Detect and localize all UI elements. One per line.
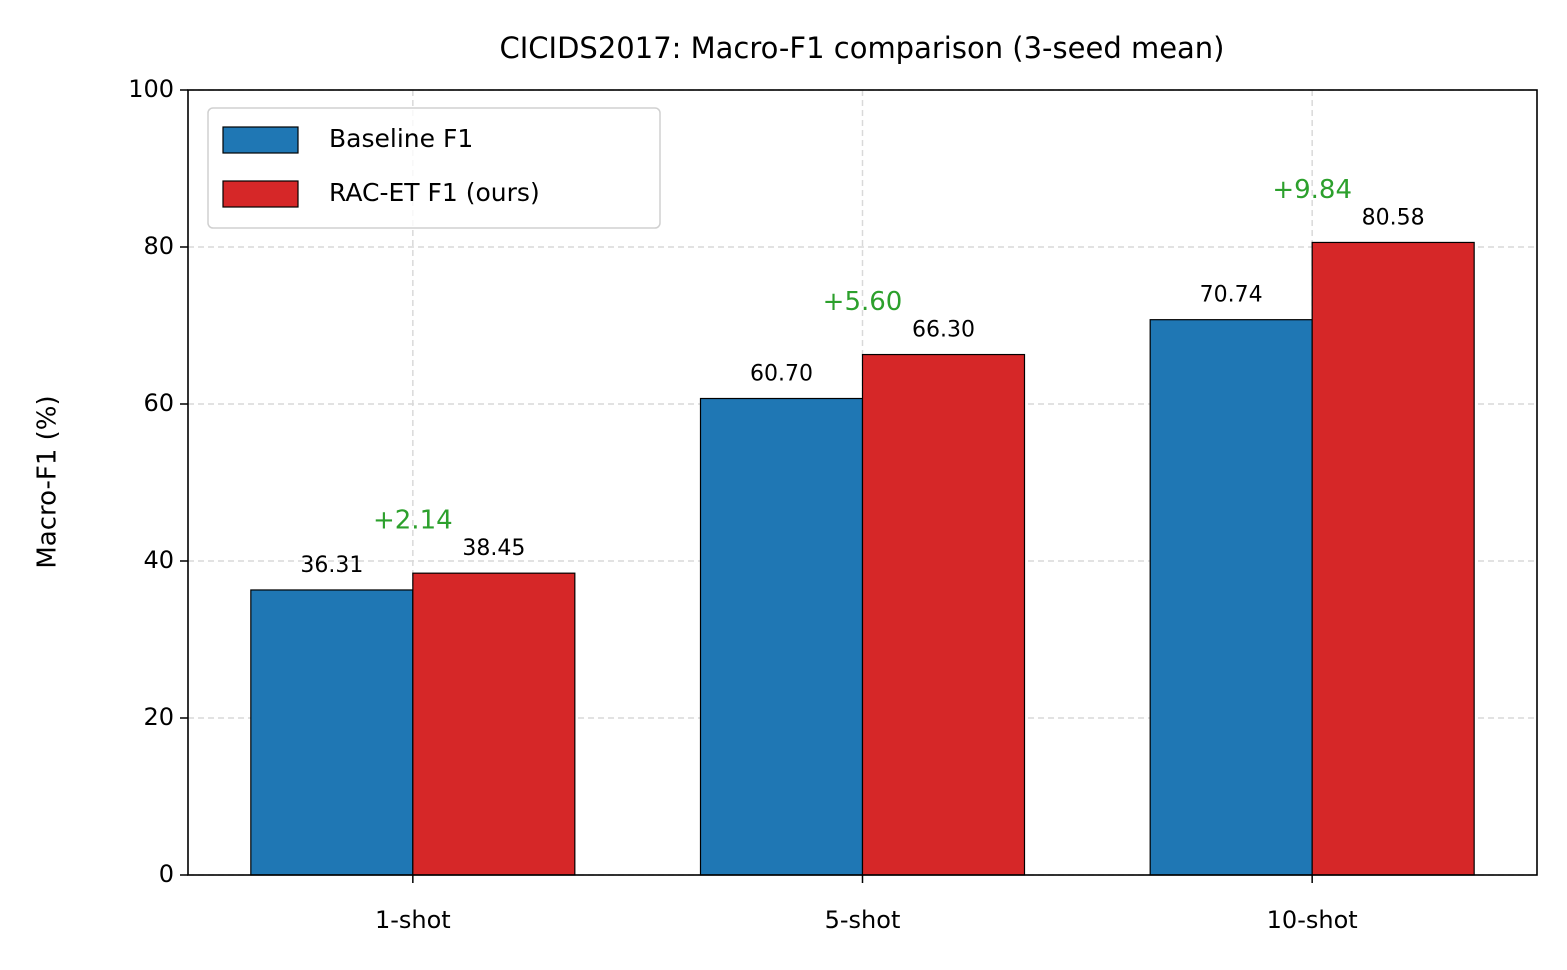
legend-swatch [222, 126, 299, 154]
y-tick-label: 80 [143, 232, 174, 260]
annotation: +5.60 [823, 287, 903, 317]
bar [861, 353, 1026, 876]
y-tick-label: 40 [143, 546, 174, 574]
x-tick-label: 10-shot [1267, 906, 1358, 934]
legend-box [207, 107, 661, 229]
plot-frame [187, 89, 1538, 876]
value-label: 60.70 [750, 362, 813, 387]
legend-label: RAC-ET F1 (ours) [329, 178, 540, 207]
annotation: +9.84 [1272, 175, 1352, 205]
bar [250, 589, 414, 876]
value-label: 80.58 [1362, 205, 1425, 230]
legend-swatch [222, 180, 299, 208]
x-tick-label: 5-shot [825, 906, 901, 934]
y-tick-label: 20 [143, 703, 174, 731]
bar [699, 397, 864, 876]
y-tick-label: 100 [128, 75, 174, 103]
chart-title: CICIDS2017: Macro-F1 comparison (3-seed … [500, 31, 1225, 65]
y-tick-label: 60 [143, 389, 174, 417]
y-axis-label: Macro-F1 (%) [33, 395, 63, 568]
legend-label: Baseline F1 [329, 124, 473, 153]
value-label: 38.45 [462, 536, 525, 561]
y-tick-label: 0 [159, 860, 174, 888]
bar [412, 572, 576, 876]
value-label: 66.30 [912, 318, 975, 343]
bar [1149, 319, 1313, 876]
value-label: 36.31 [300, 553, 363, 578]
x-tick-label: 1-shot [375, 906, 451, 934]
annotation: +2.14 [373, 506, 453, 536]
value-label: 70.74 [1200, 283, 1263, 308]
bar [1311, 241, 1475, 876]
